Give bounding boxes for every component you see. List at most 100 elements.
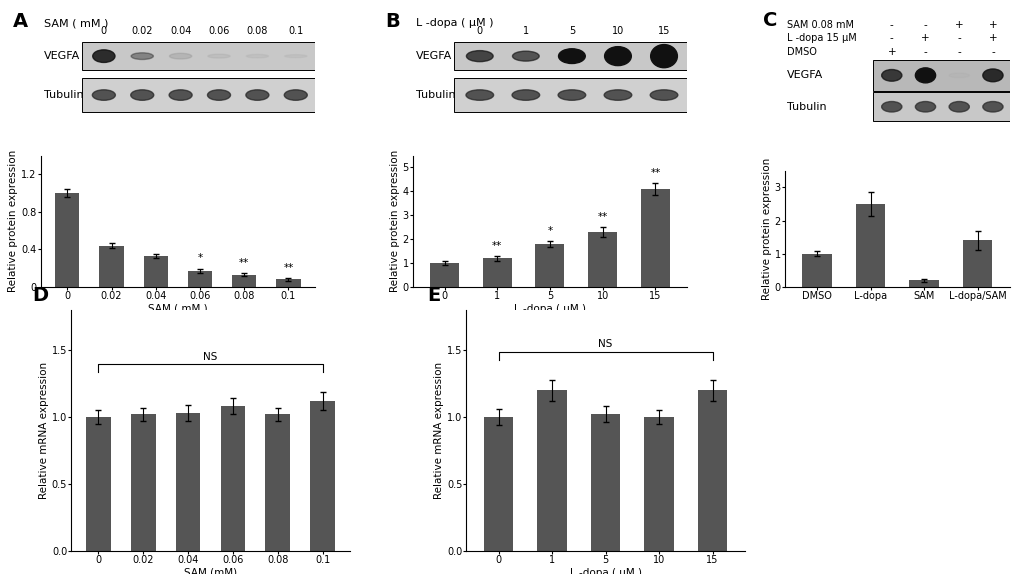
Bar (430, 263, 459, 287)
Ellipse shape (466, 90, 493, 100)
Ellipse shape (466, 51, 492, 61)
Bar (130, 414, 155, 551)
Bar (483, 417, 513, 551)
Text: DMSO: DMSO (787, 47, 816, 57)
Ellipse shape (982, 69, 1002, 82)
Text: A: A (13, 12, 29, 31)
Text: -: - (957, 47, 960, 57)
Ellipse shape (650, 45, 677, 68)
Ellipse shape (246, 55, 268, 58)
Bar (697, 390, 727, 551)
Text: 0.08: 0.08 (247, 26, 268, 36)
Text: 0.1: 0.1 (287, 26, 303, 36)
Ellipse shape (557, 90, 585, 100)
Text: 15: 15 (657, 26, 669, 36)
Text: SAM 0.08 mM: SAM 0.08 mM (787, 20, 853, 30)
Bar (187, 271, 212, 287)
Text: 0: 0 (101, 26, 107, 36)
Ellipse shape (880, 102, 901, 112)
Text: -: - (990, 47, 994, 57)
Ellipse shape (558, 49, 585, 64)
Bar (802, 254, 832, 287)
Text: -: - (889, 20, 893, 30)
Ellipse shape (130, 90, 154, 100)
Ellipse shape (948, 102, 968, 112)
Bar (855, 204, 884, 287)
Ellipse shape (93, 50, 115, 63)
Text: NS: NS (598, 339, 612, 350)
Bar (644, 417, 674, 551)
Text: C: C (762, 11, 776, 30)
Ellipse shape (512, 90, 539, 100)
Bar (310, 401, 334, 551)
Ellipse shape (207, 90, 230, 100)
Text: SAM ( mM ): SAM ( mM ) (44, 18, 108, 28)
Text: 0.04: 0.04 (170, 26, 192, 36)
Text: **: ** (238, 258, 249, 268)
Bar (535, 244, 564, 287)
Ellipse shape (948, 73, 968, 77)
Ellipse shape (169, 90, 192, 100)
Y-axis label: Relative mRNA expression: Relative mRNA expression (39, 362, 49, 499)
Text: +: + (954, 20, 963, 30)
Text: D: D (33, 286, 49, 305)
Bar (86, 417, 110, 551)
Bar (232, 275, 256, 287)
Ellipse shape (880, 69, 901, 81)
Ellipse shape (284, 90, 307, 100)
Ellipse shape (131, 53, 153, 60)
Ellipse shape (604, 46, 631, 65)
Text: 10: 10 (611, 26, 624, 36)
Ellipse shape (284, 55, 307, 57)
Text: *: * (547, 226, 552, 236)
Y-axis label: Relative protein expression: Relative protein expression (8, 150, 18, 292)
Bar (55, 193, 79, 287)
Bar (453, 78, 687, 112)
X-axis label: L -dopa ( μM ): L -dopa ( μM ) (514, 304, 585, 314)
Bar (453, 42, 687, 70)
Text: VEGFA: VEGFA (44, 51, 79, 61)
Y-axis label: Relative protein expression: Relative protein expression (761, 158, 771, 300)
Text: NS: NS (203, 351, 217, 362)
Bar (144, 256, 168, 287)
Text: +: + (920, 33, 929, 44)
Text: 5: 5 (569, 26, 575, 36)
Text: 0.02: 0.02 (131, 26, 153, 36)
Bar (909, 280, 937, 287)
Text: **: ** (283, 263, 293, 273)
Ellipse shape (208, 54, 230, 58)
Text: **: ** (597, 212, 607, 222)
Text: +: + (987, 33, 997, 44)
Y-axis label: Relative protein expression: Relative protein expression (389, 150, 399, 292)
Text: -: - (889, 33, 893, 44)
Text: 0.06: 0.06 (208, 26, 229, 36)
Text: Tubulin: Tubulin (415, 90, 454, 100)
Bar (265, 414, 289, 551)
Bar (220, 406, 245, 551)
Text: VEGFA: VEGFA (787, 71, 822, 80)
Text: -: - (923, 20, 926, 30)
Ellipse shape (93, 90, 115, 100)
Bar (590, 414, 620, 551)
Ellipse shape (169, 53, 192, 59)
Bar (175, 413, 200, 551)
Bar (872, 60, 1009, 91)
Bar (82, 42, 315, 70)
Text: B: B (385, 12, 399, 31)
Ellipse shape (246, 90, 269, 100)
Bar (962, 241, 991, 287)
Text: VEGFA: VEGFA (415, 51, 451, 61)
X-axis label: SAM (mM): SAM (mM) (183, 568, 236, 574)
Text: L -dopa 15 μM: L -dopa 15 μM (787, 33, 856, 44)
Text: 1: 1 (523, 26, 529, 36)
Text: +: + (987, 20, 997, 30)
Ellipse shape (512, 51, 539, 61)
Text: **: ** (650, 168, 660, 178)
Ellipse shape (914, 68, 934, 83)
Bar (588, 232, 616, 287)
Text: E: E (427, 286, 440, 305)
Text: +: + (887, 47, 896, 57)
Text: *: * (198, 254, 203, 263)
Bar (82, 78, 315, 112)
Bar (276, 280, 301, 287)
